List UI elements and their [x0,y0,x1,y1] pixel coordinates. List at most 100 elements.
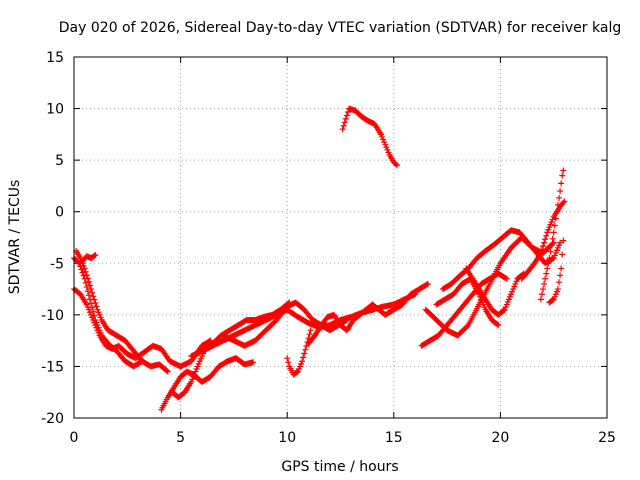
data-point [86,282,93,289]
data-point [342,317,349,324]
data-point [538,291,545,298]
series-arc11 [339,105,400,169]
x-tick-label: 5 [176,430,185,446]
y-tick-label: -5 [50,256,64,272]
data-point [557,188,564,195]
data-point [541,280,548,287]
data-markers [71,105,568,413]
series-arc19 [546,237,567,306]
data-point [503,275,510,282]
data-point [547,248,554,255]
series-arc8 [220,299,350,349]
data-point [341,119,348,126]
data-point [85,278,92,285]
data-point [543,232,550,239]
data-point [549,255,556,262]
data-point [540,286,547,293]
data-point [85,292,92,299]
plot-frame [73,56,608,419]
chart-title: Day 020 of 2026, Sidereal Day-to-day VTE… [59,20,621,36]
data-point [81,265,88,272]
data-point [79,269,86,276]
data-point [424,280,431,287]
data-point [306,331,313,338]
data-point [560,167,567,174]
data-point [299,358,306,365]
data-point [82,268,89,275]
data-point [552,215,559,222]
y-tick-label: 5 [55,153,64,169]
x-tick-label: 20 [491,430,509,446]
data-point [285,359,292,366]
data-point [559,172,566,179]
data-point [90,293,97,300]
x-axis-label: GPS time / hours [281,459,398,475]
data-point [554,286,561,293]
series-arc10 [305,280,431,347]
data-point [78,266,85,273]
data-point [540,243,547,250]
y-tick-label: -10 [41,308,64,324]
data-point [494,321,501,328]
data-point [92,299,99,306]
data-point [541,239,548,246]
data-point [163,367,170,374]
data-point [342,115,349,122]
data-point [89,304,96,311]
series-arc2 [71,255,146,370]
data-point [88,286,95,293]
data-point [556,279,563,286]
data-point [83,272,90,279]
x-tick-label: 25 [598,430,616,446]
data-point [530,261,537,268]
data-point [542,236,549,243]
data-point [557,272,564,279]
data-point [206,338,213,345]
data-point [250,359,257,366]
series-arc9 [284,327,314,378]
data-point [93,303,100,310]
data-point [543,270,550,277]
data-point [90,308,97,315]
data-point [344,109,351,116]
data-point [340,122,347,129]
data-point [75,259,82,266]
data-point [423,281,430,288]
data-point [553,208,560,215]
y-tick-label: 10 [46,102,64,118]
data-point [544,265,551,272]
data-point [84,275,91,282]
data-point [393,162,400,169]
series-arc3 [73,247,171,375]
data-point [556,194,563,201]
data-point [559,251,566,258]
y-tick-label: -20 [41,411,64,427]
data-point [307,327,314,334]
data-point [558,265,565,272]
data-point [83,284,90,291]
data-point [302,346,309,353]
data-point [464,323,471,330]
data-point [546,255,553,262]
data-point [84,288,91,295]
data-point [293,369,300,376]
data-point [548,242,555,249]
data-point [339,126,346,133]
data-point [495,322,502,329]
data-point [560,237,567,244]
data-point [551,222,558,229]
data-point [343,317,350,324]
data-point [560,199,567,206]
data-point [92,252,99,259]
data-point [537,249,544,256]
data-point [310,333,317,340]
data-point [554,201,561,208]
data-point [537,296,544,303]
data-point [502,275,509,282]
data-point [558,180,565,187]
data-point [538,246,545,253]
series-arc18 [537,167,567,303]
x-tick-label: 15 [385,430,403,446]
data-point [343,112,350,119]
